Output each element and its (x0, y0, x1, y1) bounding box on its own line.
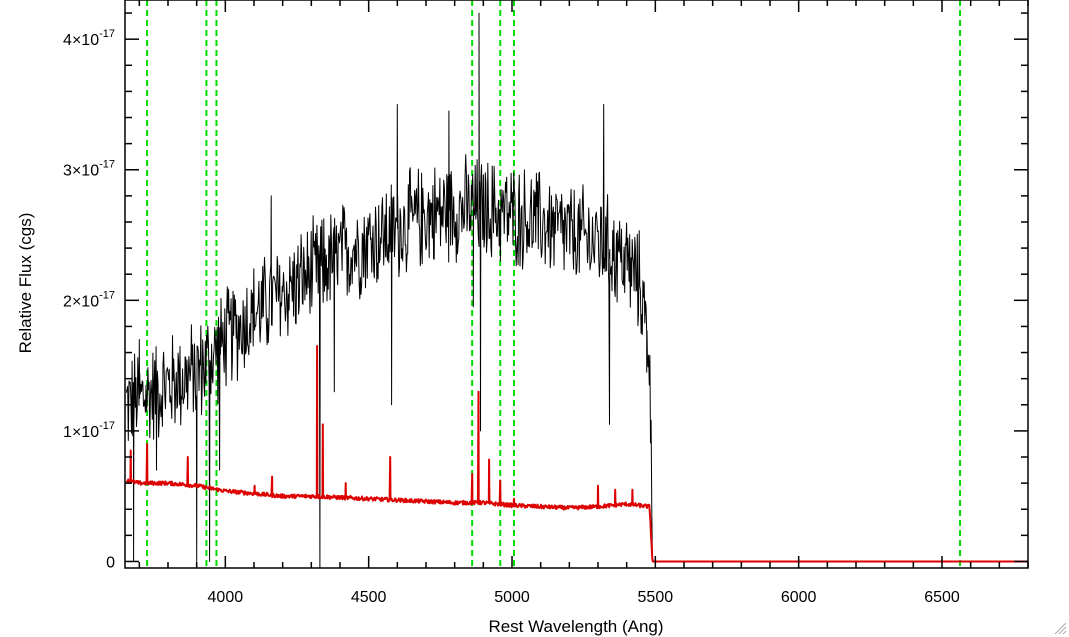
x-tick-label: 6000 (781, 589, 817, 606)
y-tick-label: 2×10-17 (63, 289, 115, 310)
y-tick-label: 4×10-17 (63, 28, 115, 49)
resize-grip-icon[interactable] (1053, 621, 1067, 635)
spectrum-line-black (125, 12, 653, 568)
y-axis-title: Relative Flux (cgs) (16, 213, 35, 354)
y-tick-label: 1×10-17 (63, 420, 115, 441)
plot-frame (124, 0, 1029, 569)
y-tick-label: 3×10-17 (63, 159, 115, 180)
x-tick-label: 6500 (924, 589, 960, 606)
x-axis-title: Rest Wavelength (Ang) (488, 617, 663, 636)
model-line-red (125, 345, 1028, 563)
x-tick-label: 4000 (208, 589, 244, 606)
x-axis: 4000 4500 5000 5500 6000 6500 (138, 0, 1029, 606)
y-tick-label: 0 (106, 554, 115, 571)
x-tick-label: 5500 (638, 589, 674, 606)
x-tick-label: 4500 (351, 589, 387, 606)
x-tick-label: 5000 (494, 589, 530, 606)
emission-line-markers (146, 0, 962, 568)
spectrum-series (125, 12, 1028, 568)
